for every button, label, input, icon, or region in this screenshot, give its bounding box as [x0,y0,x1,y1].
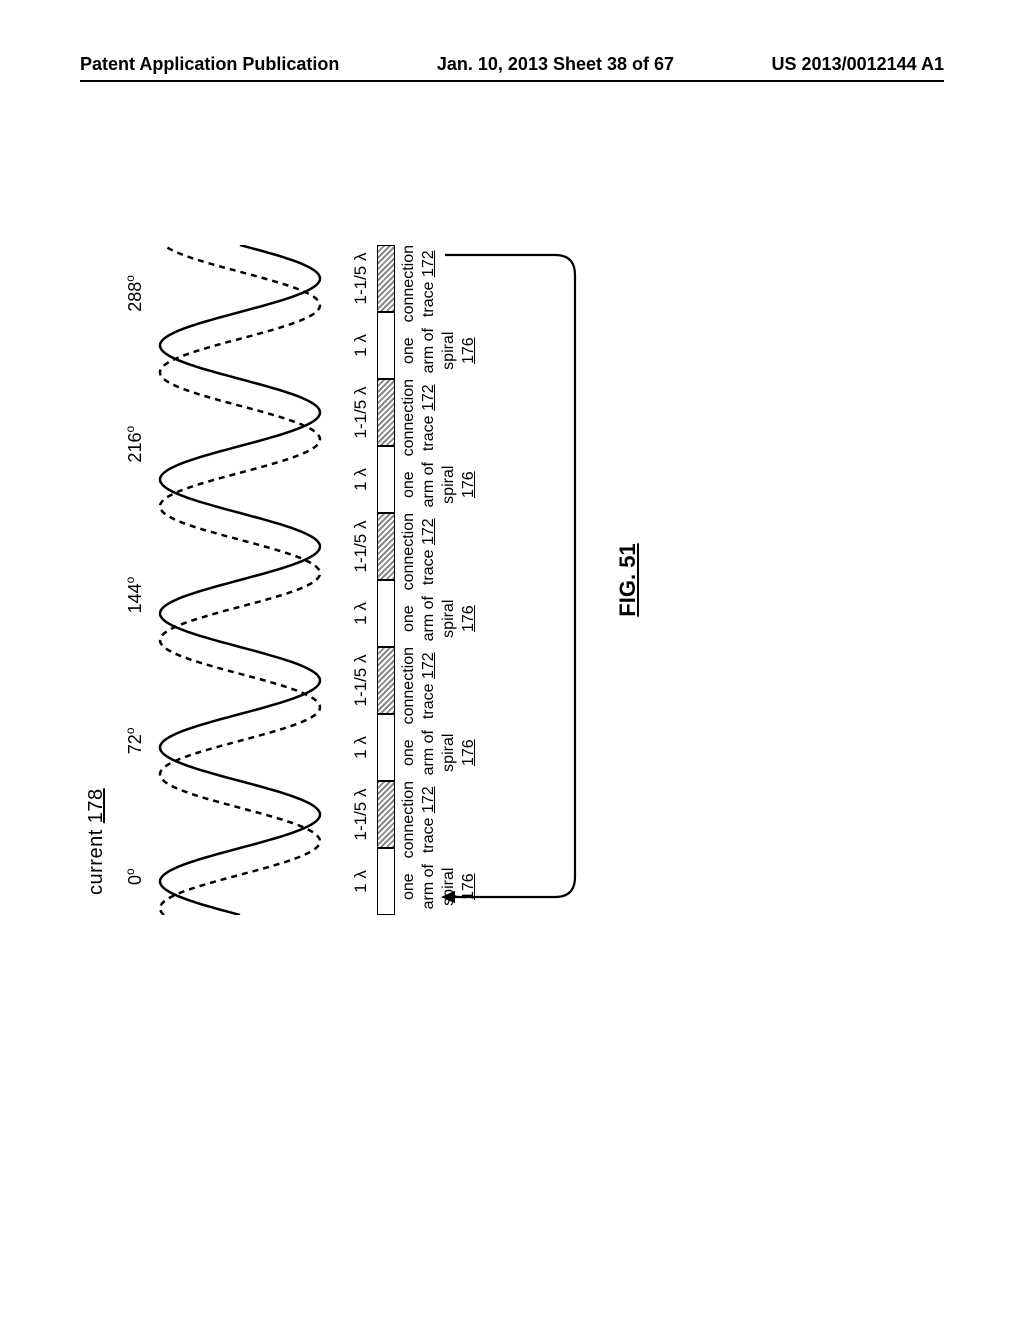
feedback-path [435,245,595,915]
segment-connection [377,647,395,714]
lambda-row: 1 λ1-1/5 λ1 λ1-1/5 λ1 λ1-1/5 λ1 λ1-1/5 λ… [351,245,371,915]
diagram: current 178 0o72o144o216o288o 1 λ1-1/5 λ… [75,245,855,915]
header-divider [80,80,944,82]
lambda-cell: 1-1/5 λ [351,781,371,848]
phase-label: 72o [123,727,146,754]
header-center: Jan. 10, 2013 Sheet 38 of 67 [437,54,674,75]
segment-arm [377,446,395,513]
lambda-cell: 1 λ [351,446,371,513]
segment-connection [377,781,395,848]
phase-label: 144o [123,577,146,614]
segment-connection [377,245,395,312]
segment-connection [377,513,395,580]
segment-arm [377,312,395,379]
wave-zone [145,245,335,915]
phase-label: 0o [123,868,146,885]
header-right: US 2013/0012144 A1 [772,54,944,75]
segment-connection [377,379,395,446]
lambda-cell: 1-1/5 λ [351,647,371,714]
phase-labels: 0o 72o 144o 216o 288o [123,275,146,885]
lambda-cell: 1-1/5 λ [351,379,371,446]
current-label: current 178 [85,788,108,895]
segment-row [377,245,395,915]
segment-arm [377,714,395,781]
lambda-cell: 1-1/5 λ [351,245,371,312]
phase-label: 216o [123,426,146,463]
wave-solid [160,245,320,915]
page-header: Patent Application Publication Jan. 10, … [0,54,1024,75]
figure-label: FIG. 51 [615,245,641,915]
feedback-arrowhead-icon [441,891,455,904]
lambda-cell: 1 λ [351,312,371,379]
current-label-text: current [85,829,107,895]
feedback-line [445,255,575,897]
lambda-cell: 1 λ [351,580,371,647]
lambda-cell: 1-1/5 λ [351,513,371,580]
current-ref: 178 [85,788,107,823]
segment-arm [377,580,395,647]
lambda-cell: 1 λ [351,714,371,781]
figure-area: current 178 0o72o144o216o288o 1 λ1-1/5 λ… [75,245,855,915]
wave-svg [145,245,335,915]
segment-arm [377,848,395,915]
lambda-cell: 1 λ [351,848,371,915]
feedback-svg [435,245,595,915]
header-left: Patent Application Publication [80,54,339,75]
phase-label: 288o [123,275,146,312]
